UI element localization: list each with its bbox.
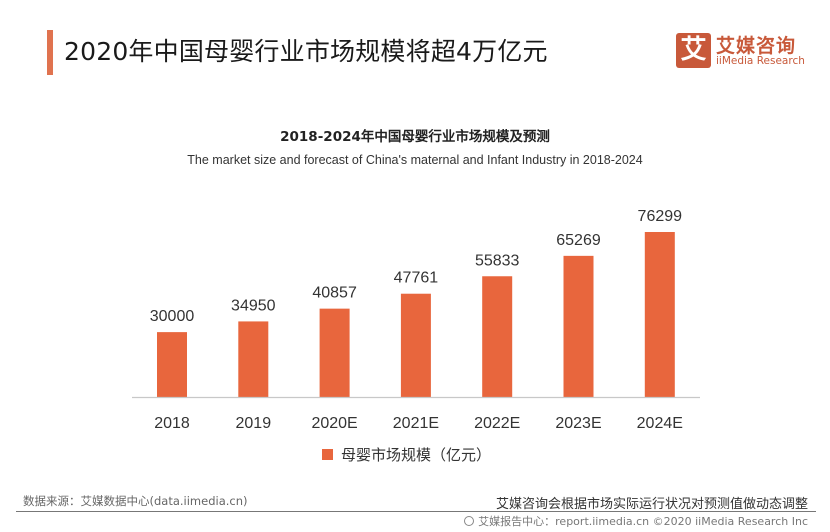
data-label-2024E: 76299 (638, 208, 683, 225)
data-label-2021E: 47761 (394, 270, 439, 287)
data-label-2020E: 40857 (312, 285, 357, 302)
x-tick-label-2020E: 2020E (311, 415, 357, 432)
bar-2020E (319, 308, 350, 397)
bar-2019 (238, 321, 269, 397)
data-label-2023E: 65269 (556, 232, 601, 249)
chart-subtitle: The market size and forecast of China's … (187, 153, 643, 167)
data-label-2022E: 55833 (475, 252, 520, 269)
x-tick-label-2022E: 2022E (474, 415, 520, 432)
bar-2018 (157, 332, 187, 397)
disclaimer-divider (400, 511, 816, 512)
legend-label: 母婴市场规模（亿元） (341, 446, 492, 464)
report-center-text: 艾媒报告中心：report.iimedia.cn ©2020 iiMedia R… (478, 515, 808, 528)
bar-chart: 30000 2018 34950 2019 40857 2020E 47761 2021E 55… (132, 208, 700, 432)
x-tick-label-2021E: 2021E (393, 415, 439, 432)
bar-2023E (563, 255, 594, 397)
data-label-2019: 34950 (231, 297, 276, 314)
title-accent-bar (47, 30, 53, 75)
data-label-2018: 30000 (150, 308, 195, 325)
brand-logo: 艾 艾媒咨询 iiMedia Research (676, 33, 816, 73)
x-tick-label-2024E: 2024E (637, 415, 683, 432)
data-source: 数据来源：艾媒数据中心(data.iimedia.cn) (23, 494, 248, 508)
bar-2022E (482, 276, 513, 397)
page-title: 2020年中国母婴行业市场规模将超4万亿元 (64, 37, 548, 66)
bar-2021E (400, 293, 431, 397)
source-divider (16, 511, 406, 512)
chart-legend: 母婴市场规模（亿元） (322, 444, 491, 465)
chart-title: 2018-2024年中国母婴行业市场规模及预测 (280, 129, 550, 145)
logo-name-en: iiMedia Research (716, 55, 805, 67)
x-tick-label-2019: 2019 (236, 415, 272, 432)
bar-2024E (644, 232, 675, 397)
x-tick-label-2018: 2018 (154, 415, 190, 432)
report-center: 艾媒报告中心：report.iimedia.cn ©2020 iiMedia R… (464, 513, 808, 529)
legend-swatch (322, 449, 333, 460)
globe-icon (464, 516, 475, 526)
logo-glyph-icon: 艾 (676, 33, 711, 68)
x-tick-label-2023E: 2023E (555, 415, 601, 432)
logo-name-cn: 艾媒咨询 (716, 35, 797, 57)
disclaimer: 艾媒咨询会根据市场实际运行状况对预测值做动态调整 (495, 497, 808, 512)
